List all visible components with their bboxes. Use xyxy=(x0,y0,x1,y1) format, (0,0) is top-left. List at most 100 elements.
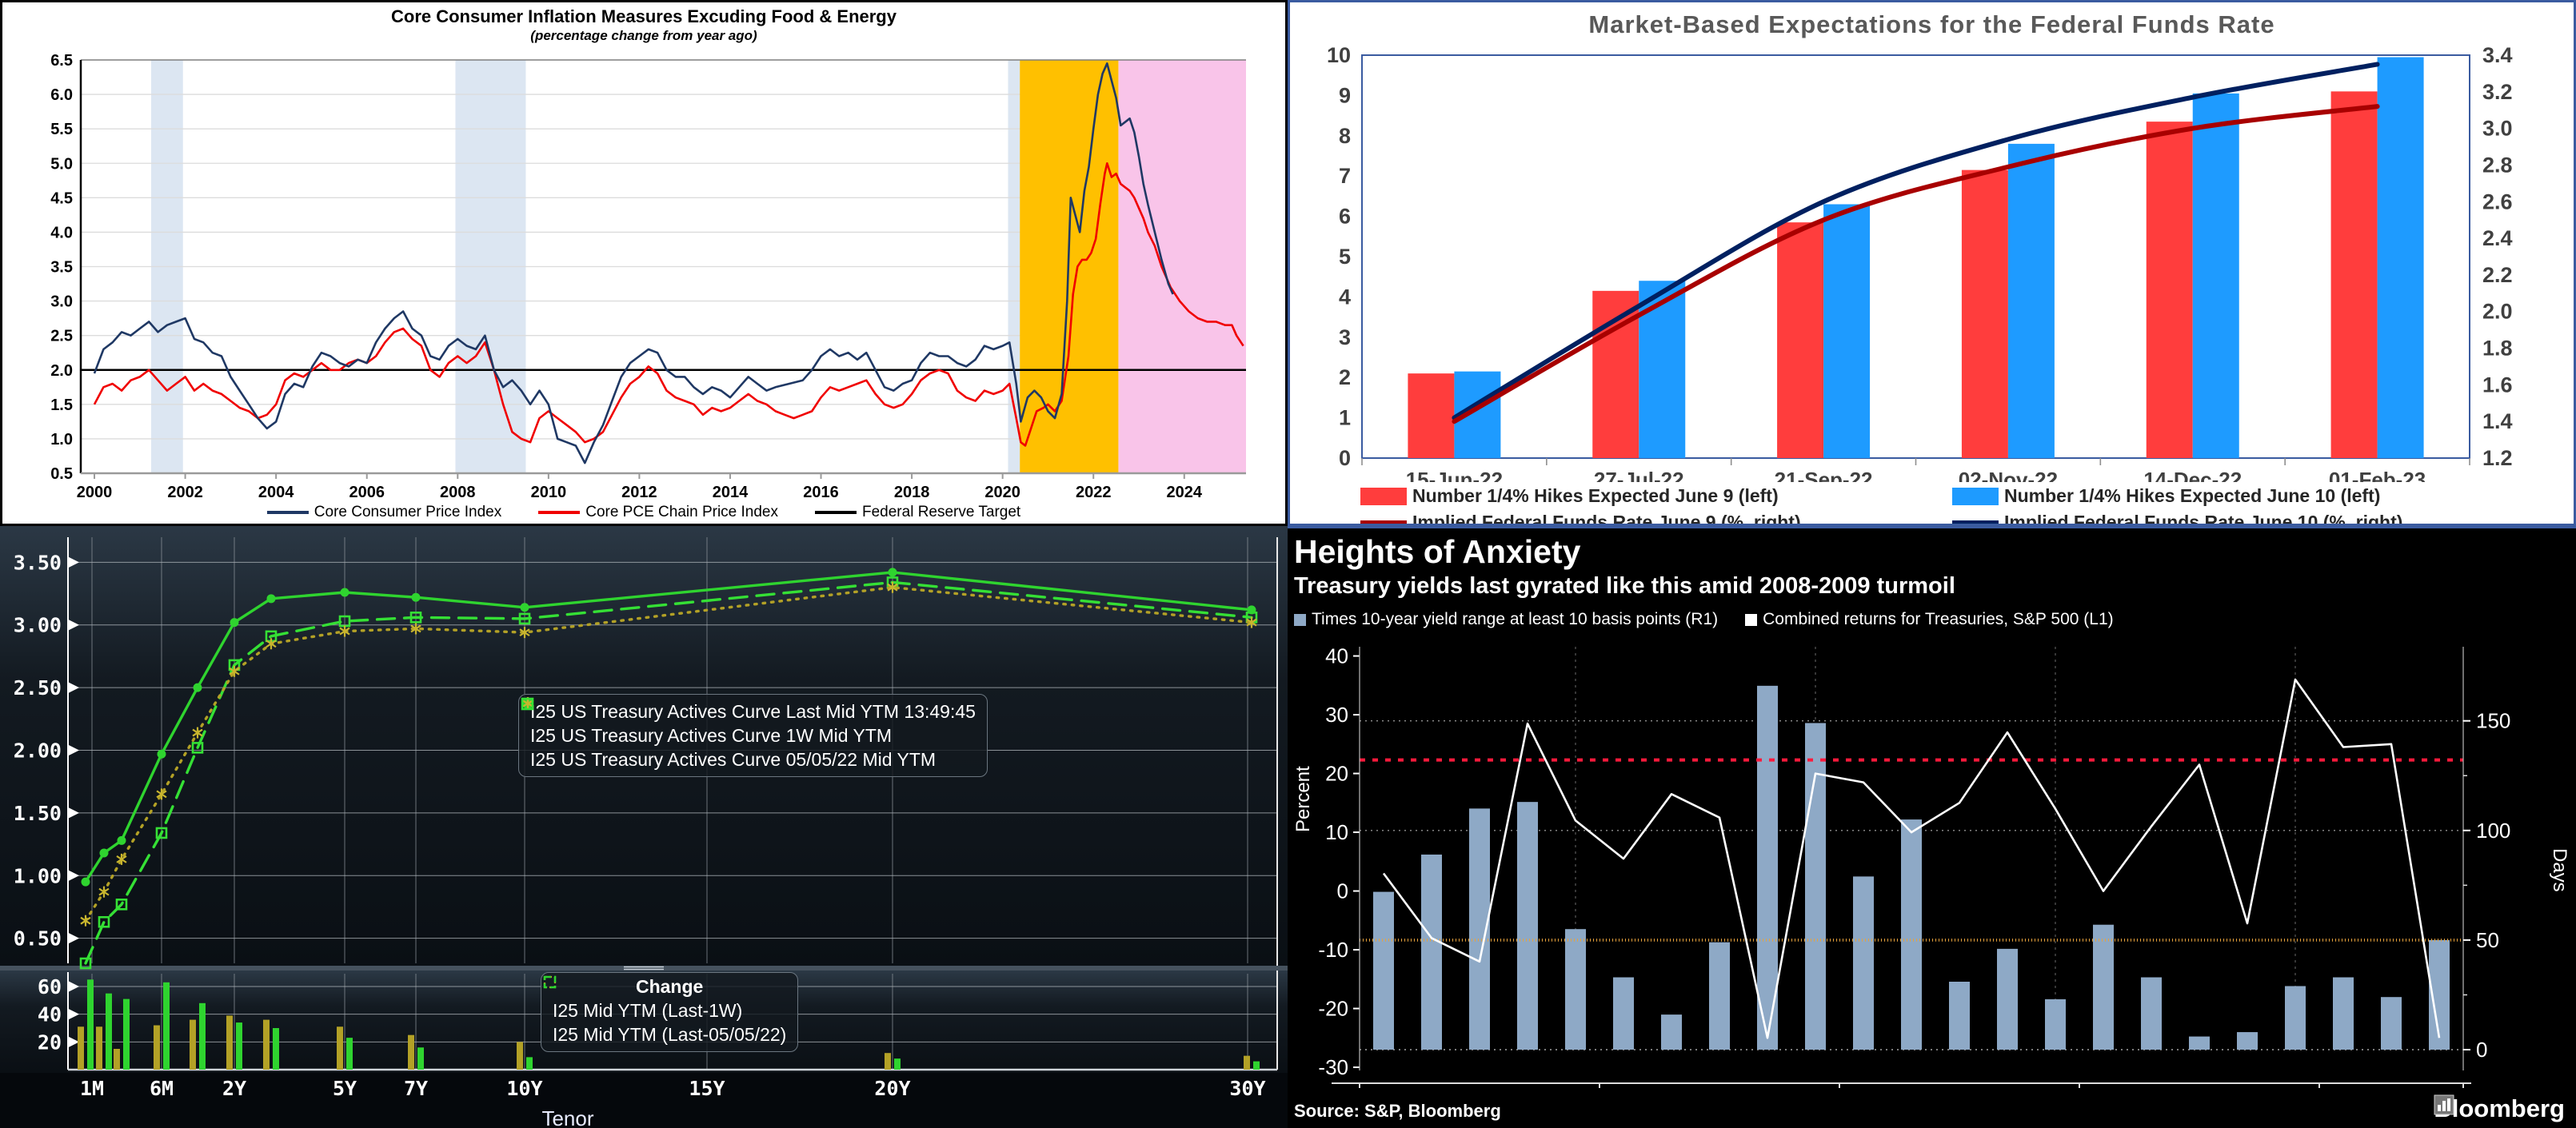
svg-text:1.8: 1.8 xyxy=(2482,337,2513,361)
change-legend-title: Change xyxy=(635,976,704,997)
svg-text:15Y: 15Y xyxy=(689,1077,725,1100)
bloomberg-terminal-icon xyxy=(2434,1094,2454,1115)
svg-text:2006: 2006 xyxy=(349,484,385,498)
svg-text:6.5: 6.5 xyxy=(50,52,73,70)
fed-funds-chart-title: Market-Based Expectations for the Federa… xyxy=(1588,10,2275,38)
inflation-chart-title: Core Consumer Inflation Measures Excudin… xyxy=(391,6,897,26)
svg-text:-10: -10 xyxy=(1318,938,1348,962)
treasury-curve-panel: 3.50 3.00 2.50 2.00 1.50 1.00 0.50 60 40 20 1M 6M 2Y… xyxy=(0,526,1288,1128)
svg-text:3.5: 3.5 xyxy=(50,259,73,277)
svg-text:2010: 2010 xyxy=(531,484,567,498)
svg-text:3.00: 3.00 xyxy=(14,614,62,637)
svg-text:1M: 1M xyxy=(80,1077,104,1100)
svg-text:5: 5 xyxy=(1339,245,1351,269)
svg-text:2.4: 2.4 xyxy=(2482,226,2513,250)
svg-text:0.50: 0.50 xyxy=(14,927,62,951)
cpi-line-swatch xyxy=(266,511,309,514)
legend-label: I25 Mid YTM (Last-05/05/22) xyxy=(553,1024,787,1045)
anxiety-plot: 403020100-10-20-301501005002000-20042005… xyxy=(1318,644,2510,1088)
svg-text:30: 30 xyxy=(1325,703,1348,727)
svg-text:2000: 2000 xyxy=(77,484,113,498)
treasury-curve-legend: I25 US Treasury Actives Curve Last Mid Y… xyxy=(518,694,988,777)
svg-text:2018: 2018 xyxy=(894,484,930,498)
svg-text:1.50: 1.50 xyxy=(14,802,62,825)
legend-label: Number 1/4% Hikes Expected June 9 (left) xyxy=(1412,485,1779,506)
svg-text:1: 1 xyxy=(1339,406,1351,430)
pce-line-swatch xyxy=(538,511,581,514)
anxiety-legend: Times 10-year yield range at least 10 ba… xyxy=(1294,610,2114,629)
svg-text:15-Jun-22: 15-Jun-22 xyxy=(1406,468,1503,482)
svg-text:20: 20 xyxy=(1325,762,1348,786)
legend-label: Implied Federal Funds Rate June 9 (%, ri… xyxy=(1412,512,1801,526)
legend-label: I25 Mid YTM (Last-1W) xyxy=(553,1000,743,1021)
tenor-axis-label: Tenor xyxy=(541,1106,594,1128)
inflation-plot-area: 6.5 6.0 5.5 5.0 4.5 4.0 3.5 3.0 2.5 2.0 1.5 1.0 0.5 2… xyxy=(50,52,1246,498)
legend-item-combined-returns: Combined returns for Treasuries, S&P 500… xyxy=(1745,610,2114,629)
anxiety-chart-subtitle: Treasury yields last gyrated like this a… xyxy=(1294,573,1955,599)
white-square-swatch xyxy=(1745,613,1758,626)
svg-text:150: 150 xyxy=(2476,709,2510,733)
legend-label: Times 10-year yield range at least 10 ba… xyxy=(1312,610,1719,628)
legend-label: Core Consumer Price Index xyxy=(314,504,502,520)
svg-text:5.5: 5.5 xyxy=(50,121,73,138)
svg-text:-20: -20 xyxy=(1318,997,1348,1021)
svg-text:5.0: 5.0 xyxy=(50,155,73,173)
svg-text:10Y: 10Y xyxy=(506,1077,542,1100)
legend-label: Implied Federal Funds Rate June 10 (%, r… xyxy=(2004,512,2403,526)
svg-text:2008: 2008 xyxy=(440,484,476,498)
bloomberg-wordmark: Bloomberg xyxy=(2434,1094,2565,1122)
svg-text:0.5: 0.5 xyxy=(50,465,73,483)
blue-bar-swatch xyxy=(1952,487,1999,505)
legend-label: I25 US Treasury Actives Curve Last Mid Y… xyxy=(530,701,976,722)
svg-text:1.00: 1.00 xyxy=(14,864,62,887)
legend-label: Federal Reserve Target xyxy=(862,504,1021,520)
svg-text:0: 0 xyxy=(2476,1038,2487,1062)
svg-text:1.5: 1.5 xyxy=(50,397,73,414)
fed-funds-legend: Number 1/4% Hikes Expected June 9 (left)… xyxy=(1360,485,2544,526)
svg-text:4: 4 xyxy=(1339,285,1351,309)
svg-text:30Y: 30Y xyxy=(1229,1077,1265,1100)
svg-text:27-Jul-22: 27-Jul-22 xyxy=(1594,468,1684,482)
svg-text:2.50: 2.50 xyxy=(14,676,62,700)
legend-item-core-pce: Core PCE Chain Price Index xyxy=(538,504,778,521)
inflation-legend: Core Consumer Price Index Core PCE Chain… xyxy=(2,504,1285,521)
svg-text:1.0: 1.0 xyxy=(50,431,73,448)
svg-text:3: 3 xyxy=(1339,325,1351,349)
svg-text:6.0: 6.0 xyxy=(50,86,73,104)
svg-text:8: 8 xyxy=(1339,124,1351,148)
svg-text:20: 20 xyxy=(38,1030,62,1054)
anxiety-chart-title: Heights of Anxiety xyxy=(1294,533,1581,570)
inflation-plot: 6.5 6.0 5.5 5.0 4.5 4.0 3.5 3.0 2.5 2.0 1.5 1.0 0.5 2… xyxy=(50,52,1246,498)
svg-text:6: 6 xyxy=(1339,205,1351,229)
anxiety-plot-area: 403020100-10-20-301501005002000-20042005… xyxy=(1318,644,2510,1088)
svg-text:2014: 2014 xyxy=(713,484,749,498)
bloomberg-logo: Bloomberg xyxy=(2434,1094,2565,1123)
svg-text:5Y: 5Y xyxy=(333,1077,357,1100)
fed-funds-plot: 0 1 2 3 4 5 6 7 8 9 10 3.4 3.2 3.0 2.8 2.6 2.4 2.2 2.0 1.8 1… xyxy=(1327,43,2513,482)
legend-item-implied-june9: Implied Federal Funds Rate June 9 (%, ri… xyxy=(1360,512,1952,526)
green-square-icon xyxy=(521,697,534,711)
legend-label: Combined returns for Treasuries, S&P 500… xyxy=(1763,610,2114,628)
legend-item-change-0505: I25 Mid YTM (Last-05/05/22) xyxy=(543,975,787,1046)
change-legend: Change I25 Mid YTM (Last-1W) I25 Mid YTM… xyxy=(541,972,799,1052)
svg-text:2.6: 2.6 xyxy=(2482,189,2513,213)
svg-text:2012: 2012 xyxy=(621,484,657,498)
svg-text:2.2: 2.2 xyxy=(2482,263,2513,287)
svg-text:3.2: 3.2 xyxy=(2482,80,2513,104)
svg-text:2.0: 2.0 xyxy=(2482,300,2513,324)
svg-text:7Y: 7Y xyxy=(404,1077,428,1100)
svg-text:14-Dec-22: 14-Dec-22 xyxy=(2143,468,2242,482)
svg-text:01-Feb-23: 01-Feb-23 xyxy=(2329,468,2426,482)
svg-text:7: 7 xyxy=(1339,164,1351,188)
svg-text:4.5: 4.5 xyxy=(50,189,73,207)
legend-item-yield-range: Times 10-year yield range at least 10 ba… xyxy=(1294,610,1718,629)
percent-axis-label: Percent xyxy=(1292,766,1314,832)
svg-text:3.0: 3.0 xyxy=(50,293,73,311)
svg-text:2.0: 2.0 xyxy=(50,362,73,380)
svg-text:1.2: 1.2 xyxy=(2482,446,2513,470)
navy-line-swatch xyxy=(1952,520,1999,524)
svg-text:9: 9 xyxy=(1339,83,1351,107)
target-line-swatch xyxy=(815,511,857,514)
legend-item-0505-curve: I25 US Treasury Actives Curve 05/05/22 M… xyxy=(521,697,976,771)
svg-text:2002: 2002 xyxy=(167,484,203,498)
